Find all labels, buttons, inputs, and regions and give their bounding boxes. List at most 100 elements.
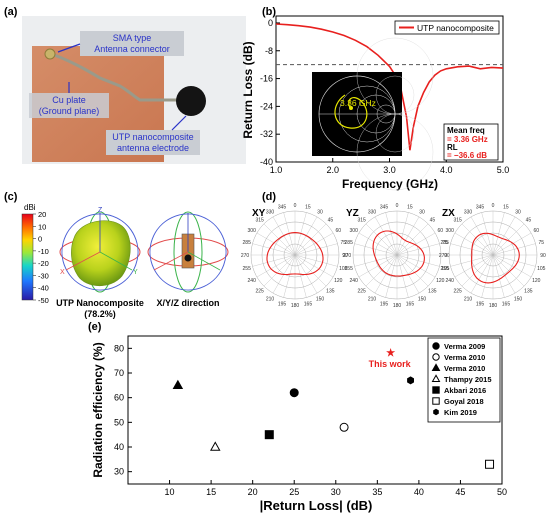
polar-angle-label: 180	[393, 303, 402, 309]
caption-xyz: X/Y/Z direction	[156, 298, 219, 308]
panel-c: (c) dBi 20 10 0 -10 -20 -30 -40 -50 Z X …	[4, 191, 229, 319]
panel-label-e: (e)	[88, 321, 102, 333]
polar-spoke	[396, 216, 420, 256]
x-tick-label: 15	[206, 487, 216, 497]
polar-spoke	[396, 254, 429, 287]
polar-angle-label: 270	[439, 253, 448, 259]
smith-chart-inset: 3.36 GHz	[312, 37, 434, 191]
polar-angle-label: 105	[537, 266, 546, 272]
polar-spoke	[358, 254, 398, 278]
polar-angle-label: 255	[345, 266, 354, 272]
colorbar	[21, 213, 34, 301]
polar-angle-label: 150	[514, 296, 523, 302]
polar-angle-label: 315	[255, 218, 264, 224]
polar-spoke	[256, 254, 296, 278]
legend-label: Goyal 2018	[444, 397, 484, 406]
polar-pattern	[471, 232, 520, 284]
polar-angle-label: 120	[532, 278, 541, 284]
colorbar-tick-label: 10	[38, 222, 46, 231]
polar-angle-label: 210	[368, 296, 377, 302]
info-rl-label: RL	[447, 143, 458, 152]
polar-angle-label: 330	[266, 210, 275, 216]
polar-spoke	[396, 223, 429, 256]
x-tick-label: 35	[372, 487, 382, 497]
polar-spoke	[461, 223, 494, 256]
panel-label-a: (a)	[4, 6, 18, 18]
plane-title-zx: ZX	[442, 208, 455, 219]
smith-marker	[349, 106, 353, 110]
polar-angle-label: 240	[350, 278, 359, 284]
plane-title-xy: XY	[252, 208, 266, 219]
axes-orientation-diagram	[147, 211, 229, 293]
polar-angle-label: 315	[453, 218, 462, 224]
polar-spoke	[283, 254, 296, 298]
polar-angle-label: 165	[304, 301, 313, 307]
y-tick-label: 60	[114, 393, 124, 403]
polar-angle-label: 45	[430, 218, 436, 224]
polar-angle-label: 90	[540, 253, 546, 259]
polar-angle-label: 240	[248, 278, 257, 284]
polar-angle-label: 195	[476, 301, 485, 307]
polar-angle-label: 45	[526, 218, 532, 224]
polar-angle-label: 0	[396, 203, 399, 209]
polar-spoke	[263, 254, 296, 287]
radiation-pattern-3d: Z X Y	[59, 207, 141, 293]
polar-spoke	[294, 223, 327, 256]
polar-spoke	[492, 254, 532, 278]
polar-spoke	[492, 254, 536, 267]
scatter-points	[172, 348, 495, 469]
colorbar-tick-label: 20	[38, 210, 46, 219]
polar-plot: 0 153045607590105120135150165180195210225…	[439, 203, 546, 309]
polar-angle-label: 105	[339, 266, 348, 272]
panel-label-c: (c)	[4, 191, 18, 203]
point-akbari-2016	[264, 430, 274, 440]
legend-label: Thampy 2015	[444, 375, 492, 384]
plot-e-x-tick-labels: 10 15 20 25 30 35 40 45 50	[165, 487, 507, 497]
y-tick-label: 50	[114, 417, 124, 427]
sma-connector-icon	[44, 48, 56, 60]
x-tick-label: 40	[414, 487, 424, 497]
polar-angle-label: 135	[326, 288, 335, 294]
polar-angle-label: 300	[350, 228, 359, 234]
legend-label: Verma 2010	[444, 364, 485, 373]
polar-spoke	[263, 223, 296, 256]
polar-angle-label: 75	[443, 240, 449, 246]
x-tick-label: 5.0	[497, 165, 510, 175]
polar-angle-label: 225	[255, 288, 264, 294]
colorbar-tick-label: -30	[38, 271, 49, 280]
smith-freq-label: 3.36 GHz	[340, 98, 376, 108]
x-tick-label: 30	[331, 487, 341, 497]
polar-angle-label: 15	[305, 205, 311, 211]
polar-spoke	[492, 254, 525, 287]
utp-annotation-line2: antenna electrode	[117, 143, 189, 153]
polar-spoke	[396, 254, 409, 298]
panel-label-b: (b)	[262, 6, 276, 18]
colorbar-tick-label: -50	[38, 296, 49, 305]
legend-label: Akbari 2016	[444, 386, 486, 395]
legend-marker	[433, 408, 439, 416]
polar-angle-label: 165	[502, 301, 511, 307]
polar-spoke	[294, 232, 334, 256]
colorbar-ticks	[33, 213, 36, 301]
info-title: Mean freq	[447, 126, 485, 135]
legend-b	[394, 20, 500, 35]
polar-spoke	[454, 254, 494, 278]
polar-spoke	[492, 254, 505, 298]
polar-angle-label: 30	[515, 210, 521, 216]
y-axis-label-b: Return Loss (dB)	[241, 41, 255, 138]
legend-label: Kim 2019	[444, 408, 477, 417]
y-tick-label: 0	[268, 18, 273, 28]
polar-spoke	[481, 254, 494, 298]
polar-spoke	[492, 212, 505, 256]
polar-angle-label: 90	[342, 253, 348, 259]
y-tick-label: 40	[114, 442, 124, 452]
polar-angle-label: 285	[243, 240, 252, 246]
polar-spoke	[354, 254, 398, 267]
polar-spoke	[365, 223, 398, 256]
point-verma-2009	[289, 388, 299, 398]
polar-angle-label: 240	[446, 278, 455, 284]
utp-electrode	[176, 86, 206, 116]
polar-spoke	[294, 243, 338, 256]
point-verma-2010	[339, 422, 349, 432]
